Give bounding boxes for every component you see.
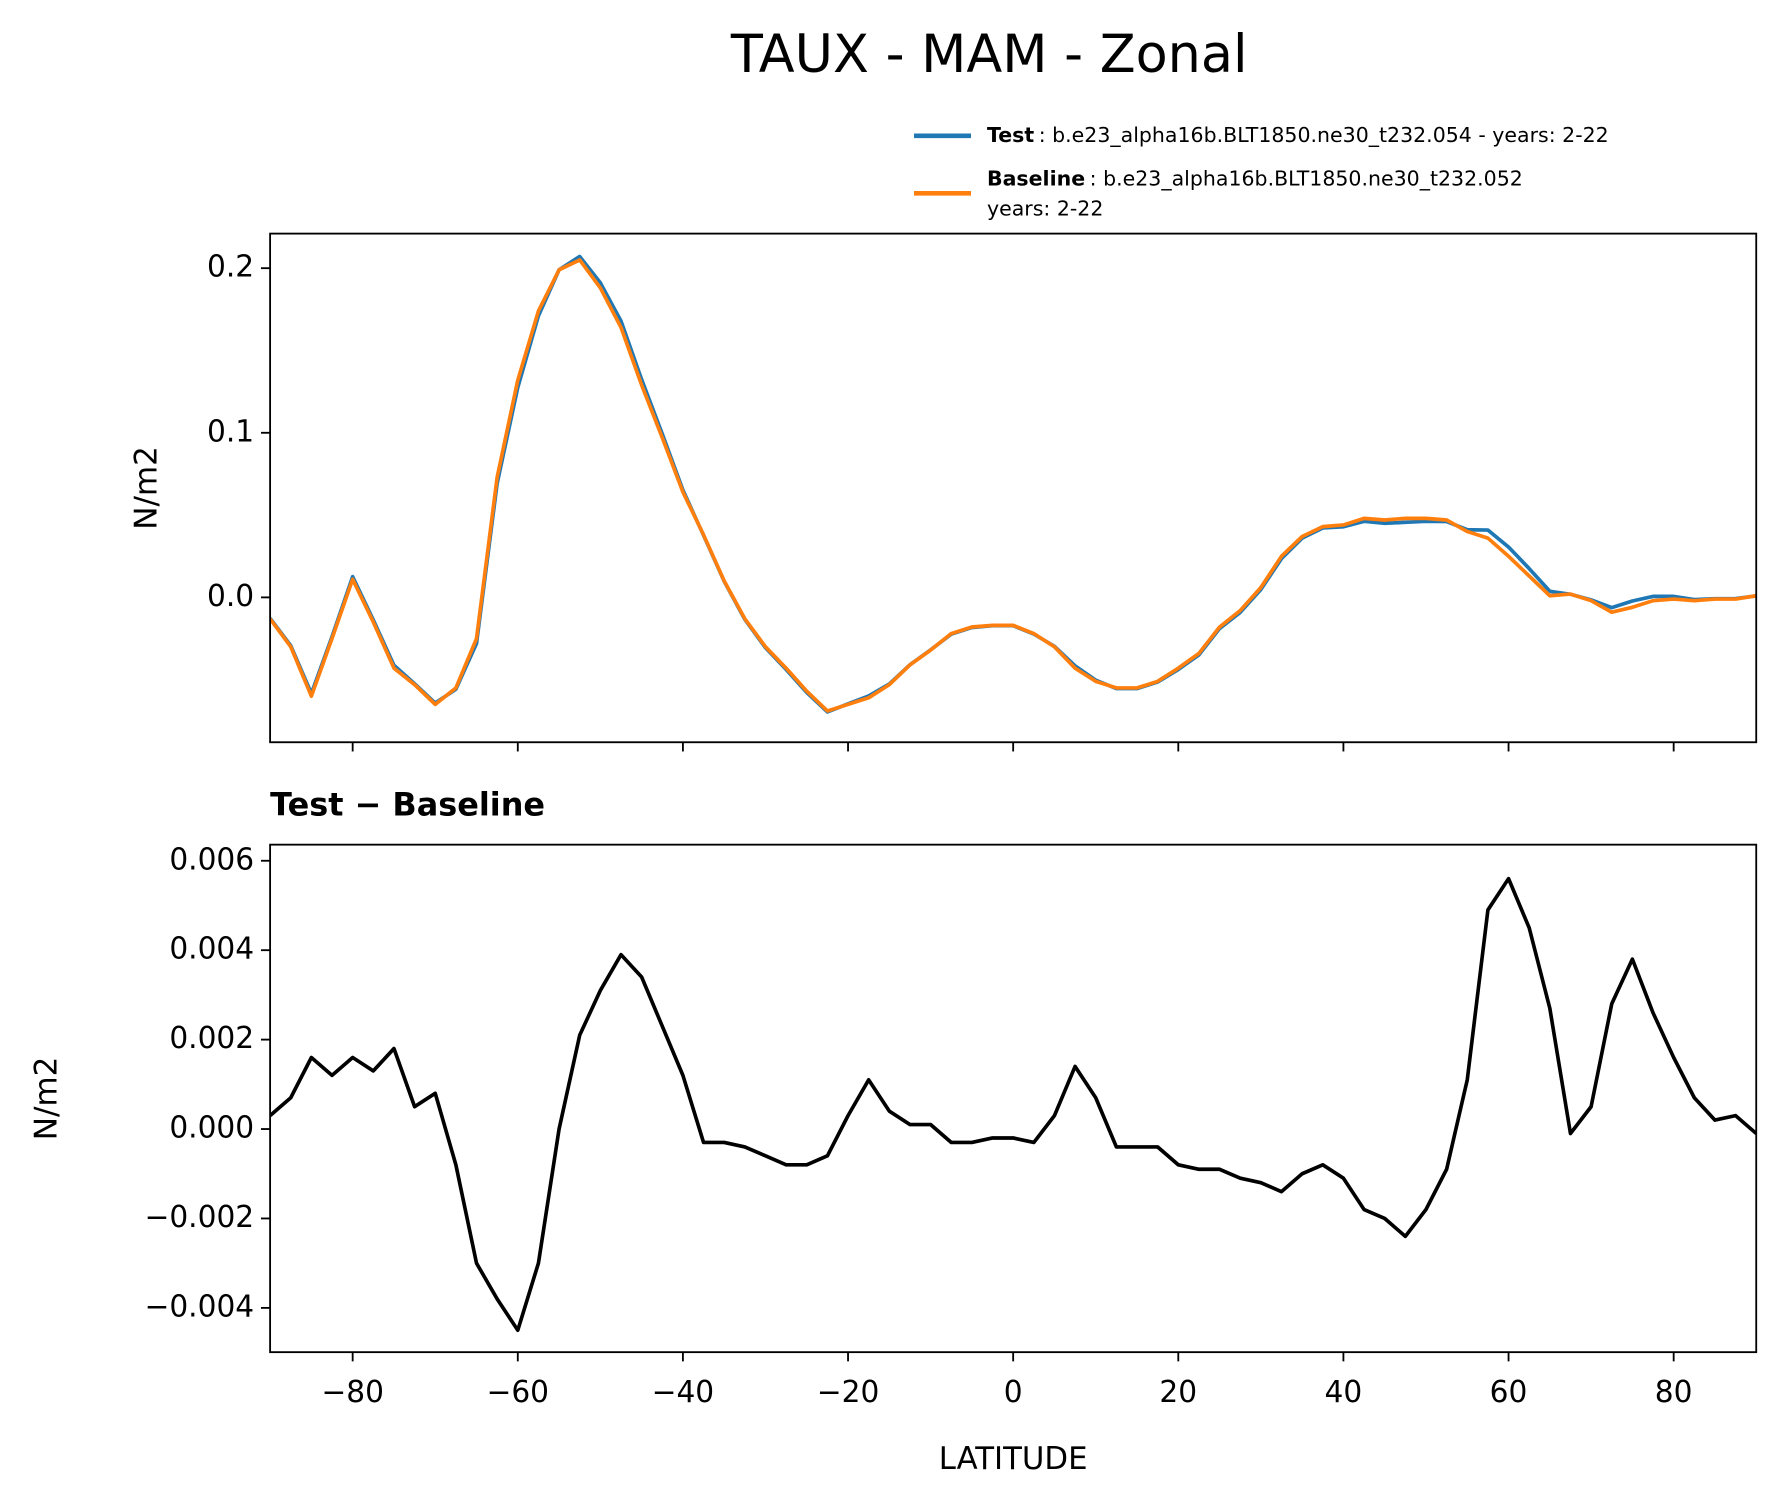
series-line bbox=[270, 254, 1757, 714]
x-tick-label: −40 bbox=[652, 1375, 715, 1410]
legend-label: Test: b.e23_alpha16b.BLT1850.ne30_t232.0… bbox=[987, 123, 1609, 148]
y-tick-label: 0.000 bbox=[169, 1110, 254, 1145]
legend-name: Baseline bbox=[987, 166, 1085, 190]
x-tick-label: 80 bbox=[1655, 1375, 1693, 1410]
x-tick-label: −60 bbox=[487, 1375, 550, 1410]
panel-title: Test − Baseline bbox=[270, 786, 545, 824]
y-tick-label: 0.1 bbox=[207, 414, 254, 449]
legend-description: : b.e23_alpha16b.BLT1850.ne30_t232.054 -… bbox=[1039, 123, 1609, 148]
x-tick-label: 40 bbox=[1325, 1375, 1363, 1410]
x-tick-label: −80 bbox=[321, 1375, 384, 1410]
legend-description: : b.e23_alpha16b.BLT1850.ne30_t232.052 bbox=[1090, 166, 1523, 191]
y-axis-label: N/m2 bbox=[28, 1057, 64, 1141]
y-tick-label: 0.002 bbox=[169, 1021, 254, 1056]
y-tick-label: −0.004 bbox=[145, 1289, 255, 1324]
x-tick-label: −20 bbox=[817, 1375, 880, 1410]
x-tick-label: 0 bbox=[1004, 1375, 1023, 1410]
plot-frame bbox=[269, 843, 1758, 1354]
figure-title: TAUX - MAM - Zonal bbox=[730, 24, 1248, 85]
legend-description: years: 2-22 bbox=[987, 196, 1103, 220]
legend-label: Baseline: b.e23_alpha16b.BLT1850.ne30_t2… bbox=[987, 166, 1523, 191]
y-tick-label: 0.0 bbox=[207, 579, 254, 614]
legend-name: Test bbox=[987, 123, 1034, 147]
x-tick-label: 20 bbox=[1159, 1375, 1197, 1410]
y-tick-label: 0.004 bbox=[169, 932, 254, 967]
y-axis-label: N/m2 bbox=[129, 446, 165, 530]
plot-frame bbox=[269, 232, 1758, 744]
series-line bbox=[270, 258, 1757, 713]
diff-line bbox=[270, 876, 1757, 1333]
y-tick-label: −0.002 bbox=[145, 1200, 255, 1235]
x-axis-label: LATITUDE bbox=[939, 1441, 1088, 1477]
x-tick-label: 60 bbox=[1490, 1375, 1528, 1410]
y-tick-label: 0.006 bbox=[169, 842, 254, 877]
y-tick-label: 0.2 bbox=[207, 250, 254, 285]
